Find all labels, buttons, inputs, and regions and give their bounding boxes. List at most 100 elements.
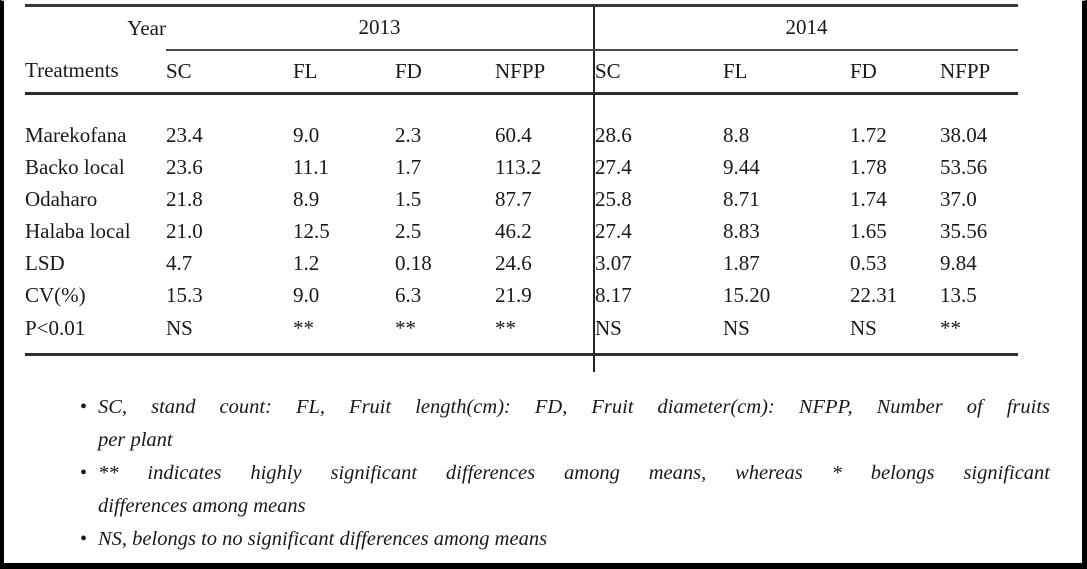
value-cell: 8.9 (293, 187, 320, 211)
treatments-table: Year 2013 2014 Treatments SC FL FD NFPP … (25, 4, 1018, 356)
value-cell: 113.2 (495, 155, 542, 179)
value-cell: 1.74 (850, 187, 887, 211)
row-label-cell: Backo local (25, 155, 125, 179)
spacer-cell (593, 93, 723, 120)
year-group-2013: 2013 (166, 5, 594, 51)
value-cell: 9.44 (723, 155, 760, 179)
data-row: Halaba local 21.0 12.5 2.5 46.2 27.4 8.83 1.65 3… (25, 215, 1018, 248)
row-label-cell: Halaba local (25, 219, 131, 243)
spacer-cell (940, 94, 1018, 120)
year-header-row: Year 2013 2014 (25, 5, 1018, 51)
value-cell: 22.31 (850, 283, 898, 307)
footnote-line: SC, stand count: FL, Fruit length(cm): F… (98, 396, 1050, 418)
column-header-fd-2013: FD (395, 49, 495, 95)
bullet-icon: • (80, 396, 88, 418)
value-cell: 27.4 (593, 151, 723, 184)
value-cell: 60.4 (495, 123, 532, 147)
spacer-cell (495, 94, 594, 120)
spacer-cell (166, 94, 293, 120)
value-cell: NS (723, 311, 850, 356)
spacer-cell (850, 94, 940, 120)
value-cell: ** (395, 311, 495, 356)
footnotes-list: • SC, stand count: FL, Fruit length(cm):… (80, 391, 1050, 556)
value-cell: 21.9 (495, 283, 532, 307)
value-cell: NS (593, 311, 723, 356)
value-cell: 1.87 (723, 251, 760, 275)
column-header-row: Treatments SC FL FD NFPP SC FL FD NFPP (25, 49, 1018, 95)
row-label-cell: LSD (25, 251, 65, 275)
value-cell: 15.20 (723, 283, 771, 307)
row-label-cell: CV(%) (25, 283, 86, 307)
column-header-nfpp-2014: NFPP (940, 49, 1018, 95)
bullet-icon: • (80, 462, 88, 484)
value-cell: NS (166, 311, 293, 356)
footnote-line: NS, belongs to no significant difference… (98, 528, 548, 550)
data-row: Marekofana 23.4 9.0 2.3 60.4 28.6 8.8 1.72 38.04 (25, 119, 1018, 152)
value-cell: 23.6 (166, 155, 203, 179)
treatments-header: Treatments (25, 49, 166, 95)
value-cell: NS (850, 311, 940, 356)
value-cell: 9.0 (293, 123, 320, 147)
value-cell: 1.5 (395, 187, 422, 211)
value-cell: 0.53 (850, 251, 887, 275)
value-cell: 2.3 (395, 123, 422, 147)
data-row: CV(%) 15.3 9.0 6.3 21.9 8.17 15.20 22.31 13.5 (25, 279, 1018, 312)
column-header-fl-2013: FL (293, 49, 395, 95)
value-cell: 46.2 (495, 219, 532, 243)
footnote-item: • SC, stand count: FL, Fruit length(cm):… (80, 391, 1050, 457)
value-cell: 87.7 (495, 187, 532, 211)
column-header-sc-2014: SC (593, 49, 723, 95)
spacer-row (25, 93, 1018, 120)
value-cell: 21.8 (166, 187, 203, 211)
year-group-2014: 2014 (593, 5, 1018, 51)
bullet-icon: • (80, 528, 88, 550)
value-cell: 37.0 (940, 187, 977, 211)
value-cell: 8.71 (723, 187, 760, 211)
value-cell: 21.0 (166, 219, 203, 243)
column-header-nfpp-2013: NFPP (495, 49, 594, 95)
row-label-cell: P<0.01 (25, 311, 166, 356)
value-cell: 1.72 (850, 123, 887, 147)
value-cell: 11.1 (293, 155, 329, 179)
data-row: P<0.01 NS ** ** ** NS NS NS ** (25, 311, 1018, 356)
value-cell: 8.8 (723, 123, 750, 147)
row-label-cell: Odaharo (25, 187, 98, 211)
footnote-item: • NS, belongs to no significant differen… (80, 523, 1050, 556)
value-cell: 13.5 (940, 283, 977, 307)
value-cell: 35.56 (940, 219, 988, 243)
year-label: Year (127, 15, 166, 40)
value-cell: 9.0 (293, 283, 320, 307)
value-cell: 9.84 (940, 251, 977, 275)
value-cell: 24.6 (495, 251, 532, 275)
value-cell: ** (495, 311, 594, 356)
divider-extension (593, 356, 595, 372)
footnote-line: ** indicates highly significant differen… (98, 462, 1050, 484)
spacer-cell (395, 94, 495, 120)
value-cell: 8.17 (593, 279, 723, 312)
value-cell: 12.5 (293, 219, 330, 243)
spacer-cell (25, 94, 166, 120)
value-cell: 1.78 (850, 155, 887, 179)
value-cell: 6.3 (395, 283, 422, 307)
value-cell: 38.04 (940, 123, 988, 147)
value-cell: 15.3 (166, 283, 203, 307)
value-cell: 1.65 (850, 219, 887, 243)
spacer-cell (293, 94, 395, 120)
value-cell: 3.07 (593, 247, 723, 280)
value-cell: ** (940, 311, 1018, 356)
value-cell: ** (293, 311, 395, 356)
value-cell: 4.7 (166, 251, 193, 275)
value-cell: 27.4 (593, 215, 723, 248)
column-header-sc-2013: SC (166, 49, 293, 95)
column-header-fd-2014: FD (850, 49, 940, 95)
value-cell: 25.8 (593, 183, 723, 216)
value-cell: 53.56 (940, 155, 988, 179)
data-row: LSD 4.7 1.2 0.18 24.6 3.07 1.87 0.53 9.84 (25, 247, 1018, 280)
spacer-cell (723, 94, 850, 120)
value-cell: 8.83 (723, 219, 760, 243)
footnote-item: • ** indicates highly significant differ… (80, 457, 1050, 523)
footnote-line: per plant (98, 429, 173, 451)
column-header-fl-2014: FL (723, 49, 850, 95)
row-label-cell: Marekofana (25, 123, 127, 147)
